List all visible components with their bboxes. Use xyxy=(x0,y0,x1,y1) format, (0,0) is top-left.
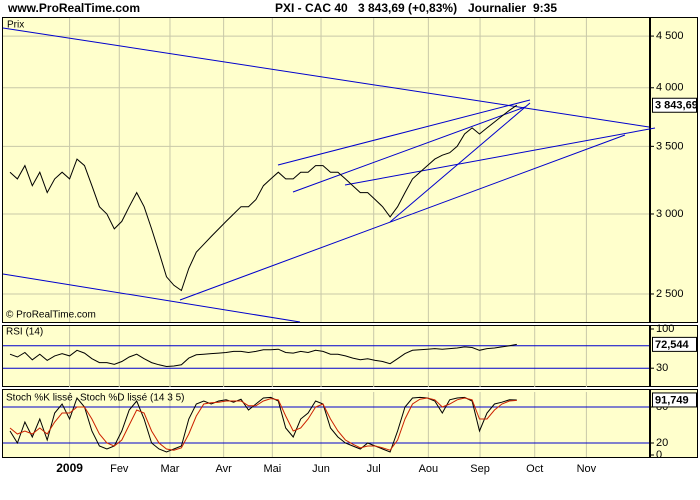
y-tick-label: 100 xyxy=(656,323,674,335)
price-axis-panel xyxy=(650,17,698,323)
y-tick-label: 30 xyxy=(656,362,668,374)
rsi-panel xyxy=(2,325,650,387)
grid xyxy=(3,18,649,457)
x-tick-label: Aou xyxy=(419,463,439,475)
last-value-tag xyxy=(652,97,697,113)
x-tick-label: Fev xyxy=(110,463,129,475)
price-panel xyxy=(2,17,650,323)
footer: © ProRealTime.com xyxy=(6,310,96,321)
last-value-label: 72,544 xyxy=(655,339,690,351)
x-tick-label: Sep xyxy=(470,463,490,475)
y-tick-label: 4 500 xyxy=(656,30,684,42)
trend-line xyxy=(2,273,301,323)
y-tick-label: 20 xyxy=(656,437,668,449)
ticker: PXI - CAC 40 xyxy=(275,1,348,15)
legend-k: Stoch %K lissé xyxy=(6,393,73,404)
x-tick-label: Jul xyxy=(367,463,381,475)
trend-line xyxy=(179,134,626,301)
quote: 3 843,69 (+0,83%) xyxy=(358,1,457,15)
x-tick-label: Mai xyxy=(263,463,281,475)
last-value-label: 3 843,69 xyxy=(655,100,698,112)
trend-line xyxy=(2,27,650,128)
y-tick-label: 3 500 xyxy=(656,140,684,152)
trend-lines xyxy=(2,27,656,323)
x-tick-label: Jun xyxy=(312,463,330,475)
site: www.ProRealTime.com xyxy=(7,1,140,15)
trend-line xyxy=(277,99,531,166)
time: 9:35 xyxy=(533,1,557,15)
last-value-tag xyxy=(652,336,697,352)
rsi-title: RSI (14) xyxy=(6,327,43,338)
line-series xyxy=(9,104,518,292)
y-tick-label: 0 xyxy=(656,449,662,461)
stoch-panel xyxy=(2,389,650,458)
price-title: Prix xyxy=(7,20,24,31)
last-value-tag xyxy=(652,392,697,408)
legend-d: Stoch %D lissé (14 3 5) xyxy=(80,393,185,404)
y-tick-label: 2 500 xyxy=(656,288,684,300)
x-tick-label: Mar xyxy=(160,463,179,475)
trend-line xyxy=(389,102,531,223)
last-value-label: 91,749 xyxy=(655,394,689,406)
x-tick-label: Nov xyxy=(577,463,597,475)
line-series xyxy=(9,343,517,368)
x-tick-label: 2009 xyxy=(56,461,83,475)
line-series xyxy=(9,397,517,451)
period: Journalier xyxy=(468,1,526,15)
y-tick-label: 4 000 xyxy=(656,82,684,94)
line-series xyxy=(9,396,517,453)
trend-line xyxy=(344,127,656,186)
x-tick-label: Oct xyxy=(526,463,543,475)
y-tick-label: 3 000 xyxy=(656,208,684,220)
rsi-axis-panel xyxy=(650,325,698,387)
x-tick-label: Avr xyxy=(215,463,232,475)
trend-line xyxy=(292,106,526,193)
